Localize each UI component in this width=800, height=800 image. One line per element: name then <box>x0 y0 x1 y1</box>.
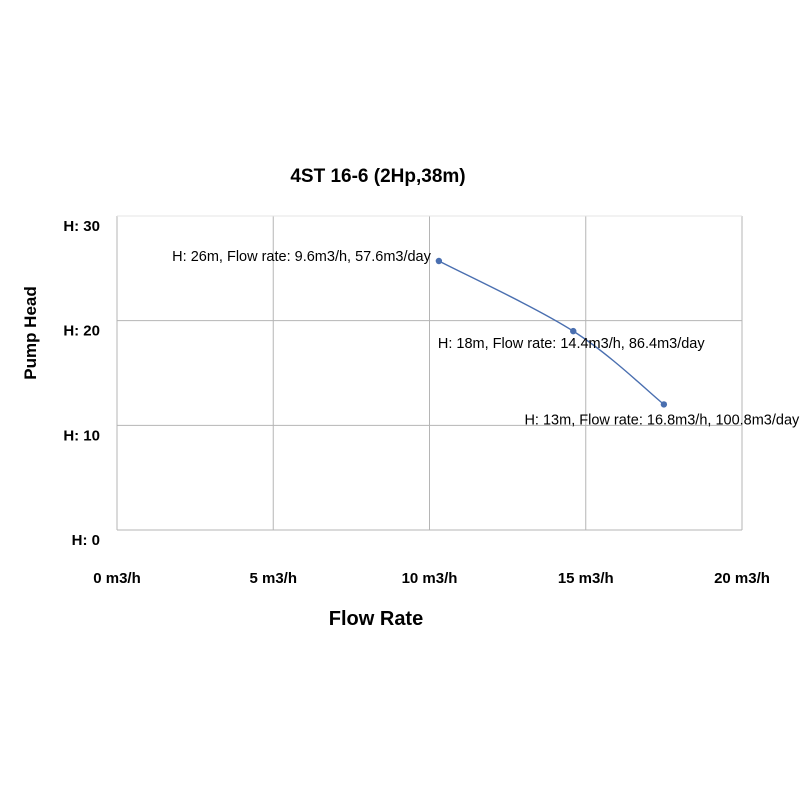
y-tick-label: H: 30 <box>63 218 100 235</box>
y-axis-ticks: H: 0 H: 10 H: 20 H: 30 <box>63 218 100 549</box>
x-tick-label: 10 m3/h <box>402 570 458 587</box>
chart-title: 4ST 16-6 (2Hp,38m) <box>290 166 465 187</box>
x-axis-ticks: 0 m3/h 5 m3/h 10 m3/h 15 m3/h 20 m3/h <box>93 570 770 587</box>
data-label: H: 13m, Flow rate: 16.8m3/h, 100.8m3/day <box>524 412 800 428</box>
y-tick-label: H: 0 <box>72 532 100 549</box>
data-point <box>570 327 577 335</box>
series-line <box>438 260 665 405</box>
x-tick-label: 20 m3/h <box>714 570 770 587</box>
x-axis-label: Flow Rate <box>329 608 423 630</box>
y-axis-label: Pump Head <box>21 286 40 380</box>
x-tick-label: 15 m3/h <box>558 570 614 587</box>
x-tick-label: 0 m3/h <box>93 570 141 587</box>
grid <box>116 215 743 531</box>
y-tick-label: H: 20 <box>63 323 100 340</box>
x-tick-label: 5 m3/h <box>249 570 297 587</box>
y-tick-label: H: 10 <box>63 427 100 444</box>
data-label: H: 18m, Flow rate: 14.4m3/h, 86.4m3/day <box>438 336 706 352</box>
series: H: 26m, Flow rate: 9.6m3/h, 57.6m3/day H:… <box>172 249 800 428</box>
data-point <box>660 401 668 408</box>
data-label: H: 26m, Flow rate: 9.6m3/h, 57.6m3/day <box>172 249 431 265</box>
data-point <box>435 257 443 265</box>
